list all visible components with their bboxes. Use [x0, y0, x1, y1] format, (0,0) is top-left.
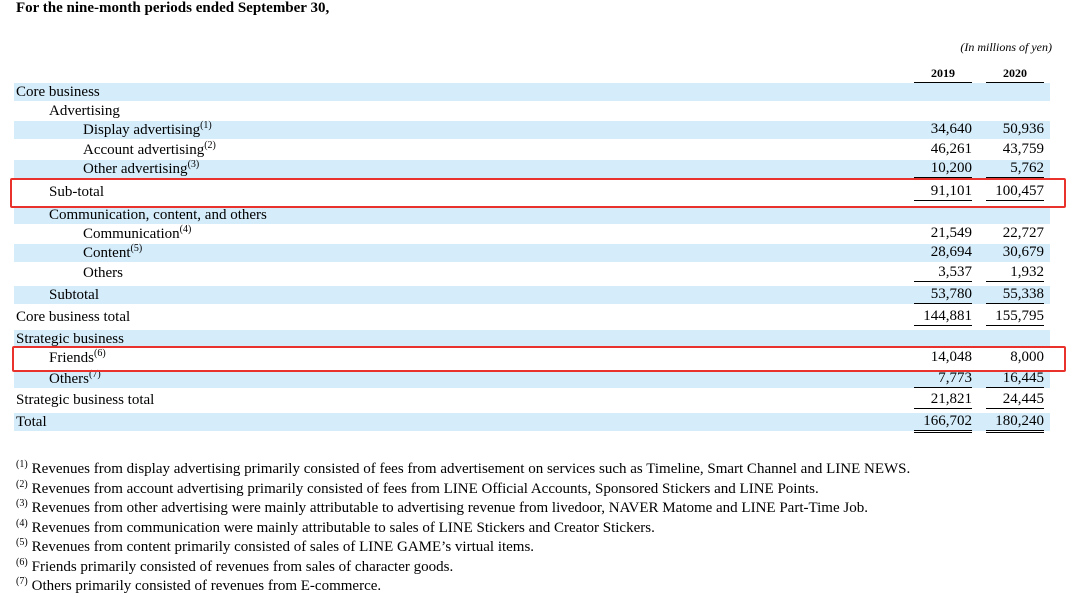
column-header-2020: 2020	[986, 66, 1044, 83]
footnote-marker: (4)	[16, 517, 28, 529]
row-label: Others	[83, 265, 123, 281]
value-2019: 91,101	[914, 183, 972, 201]
footnote-marker: (2)	[16, 478, 28, 490]
value-2019: 21,549	[930, 225, 972, 241]
value-2020: 8,000	[1010, 349, 1044, 365]
value-2020: 16,445	[986, 370, 1044, 388]
table-row: Subtotal 53,780 55,338	[14, 286, 1050, 304]
row-label: Subtotal	[49, 287, 100, 303]
footnote: (3) Revenues from other advertising were …	[16, 499, 1066, 519]
footnote-ref: (6)	[94, 348, 106, 359]
footnote: (6) Friends primarily consisted of revenu…	[16, 556, 1066, 578]
value-2020: 50,936	[1002, 121, 1044, 137]
footnote: (7) Others primarily consisted of revenue…	[16, 577, 1066, 597]
table-row: Strategic business total 21,821 24,445	[14, 391, 1050, 409]
row-label: Other advertising(3)	[83, 159, 200, 178]
value-2020: 5,762	[986, 160, 1044, 178]
footnote-text: Revenues from other advertising were mai…	[31, 500, 868, 516]
footnote-marker: (7)	[16, 576, 28, 587]
row-label: Communication(4)	[83, 224, 192, 243]
row-label: Strategic business	[16, 331, 124, 347]
footnote-marker: (3)	[16, 498, 28, 509]
table-row: Display advertising(1) 34,640 50,936	[14, 121, 1050, 139]
row-label: Account advertising(2)	[83, 140, 216, 159]
footnote: (2) Revenues from account advertising pri…	[16, 478, 1066, 500]
table-row: Core business	[14, 83, 1050, 101]
value-2020: 155,795	[986, 308, 1044, 326]
value-2019: 7,773	[914, 370, 972, 388]
highlight-box-friends	[12, 346, 1066, 372]
row-label: Core business	[16, 84, 100, 100]
table-row: Account advertising(2) 46,261 43,759	[14, 141, 1050, 159]
value-2020: 180,240	[986, 413, 1044, 433]
footnote-text: Revenues from content primarily consiste…	[31, 539, 535, 555]
value-2019: 14,048	[930, 349, 972, 365]
value-2019: 10,200	[914, 160, 972, 178]
footnote: (5) Revenues from content primarily consi…	[16, 538, 1066, 558]
table-row: Total 166,702 180,240	[14, 413, 1050, 433]
value-2019: 28,694	[930, 244, 972, 260]
table-heading: For the nine-month periods ended Septemb…	[16, 0, 330, 16]
row-label: Content(5)	[83, 243, 143, 262]
value-2020: 30,679	[1002, 244, 1044, 260]
table-row: Others 3,537 1,932	[14, 264, 1050, 282]
value-2020: 1,932	[986, 264, 1044, 282]
footnote-ref: (1)	[200, 120, 212, 131]
table-row: Other advertising(3) 10,200 5,762	[14, 160, 1050, 178]
column-header-2019: 2019	[914, 66, 972, 83]
value-2019: 21,821	[914, 391, 972, 409]
row-label: Strategic business total	[16, 392, 155, 408]
value-2020: 24,445	[986, 391, 1044, 409]
table-row: Sub-total 91,101 100,457	[14, 183, 1050, 201]
footnote-marker: (1)	[16, 459, 28, 470]
table-row: Communication, content, and others	[14, 206, 1050, 224]
footnote-marker: (6)	[16, 556, 28, 568]
table-row: Advertising	[14, 102, 1050, 120]
value-2019: 3,537	[914, 264, 972, 282]
footnote-ref: (3)	[187, 159, 200, 170]
value-2020: 43,759	[1002, 141, 1044, 157]
row-label: Communication, content, and others	[49, 207, 267, 223]
footnote-text: Revenues from communication were mainly …	[31, 519, 655, 536]
footnote-ref: (5)	[130, 243, 143, 254]
table-row: Friends(6) 14,048 8,000	[14, 349, 1050, 367]
value-2019: 53,780	[914, 286, 972, 304]
value-2020: 100,457	[986, 183, 1044, 201]
table-row: Others(7) 7,773 16,445	[14, 370, 1050, 388]
highlight-box-subtotal	[10, 178, 1066, 208]
footnote-text: Revenues from display advertising primar…	[31, 461, 911, 477]
table-row: Communication(4) 21,549 22,727	[14, 225, 1050, 243]
footnote: (4) Revenues from communication were main…	[16, 517, 1066, 539]
footnote-ref: (7)	[89, 369, 101, 380]
footnote-text: Others primarily consisted of revenues f…	[31, 578, 382, 594]
row-label: Sub-total	[49, 184, 104, 200]
row-label: Others(7)	[49, 369, 101, 388]
row-label: Core business total	[16, 309, 131, 325]
value-2020: 22,727	[1002, 225, 1044, 241]
footnote-marker: (5)	[16, 537, 28, 548]
table-row: Strategic business	[14, 330, 1050, 348]
footnote-text: Revenues from account advertising primar…	[31, 480, 819, 497]
footnotes: (1) Revenues from display advertising pri…	[16, 460, 1066, 597]
value-2019: 46,261	[930, 141, 972, 157]
value-2020: 55,338	[986, 286, 1044, 304]
footnote-ref: (2)	[204, 140, 216, 151]
row-label: Friends(6)	[49, 348, 106, 367]
footnote: (1) Revenues from display advertising pri…	[16, 460, 1066, 480]
value-2019: 34,640	[930, 121, 972, 137]
row-label: Total	[16, 414, 47, 430]
row-label: Display advertising(1)	[83, 120, 212, 139]
footnote-text: Friends primarily consisted of revenues …	[31, 558, 454, 575]
table-row: Content(5) 28,694 30,679	[14, 244, 1050, 262]
value-2019: 144,881	[914, 308, 972, 326]
footnote-ref: (4)	[179, 224, 192, 235]
units-note: (In millions of yen)	[960, 40, 1052, 54]
table-row: Core business total 144,881 155,795	[14, 308, 1050, 326]
row-label: Advertising	[49, 103, 120, 119]
value-2019: 166,702	[914, 413, 972, 433]
